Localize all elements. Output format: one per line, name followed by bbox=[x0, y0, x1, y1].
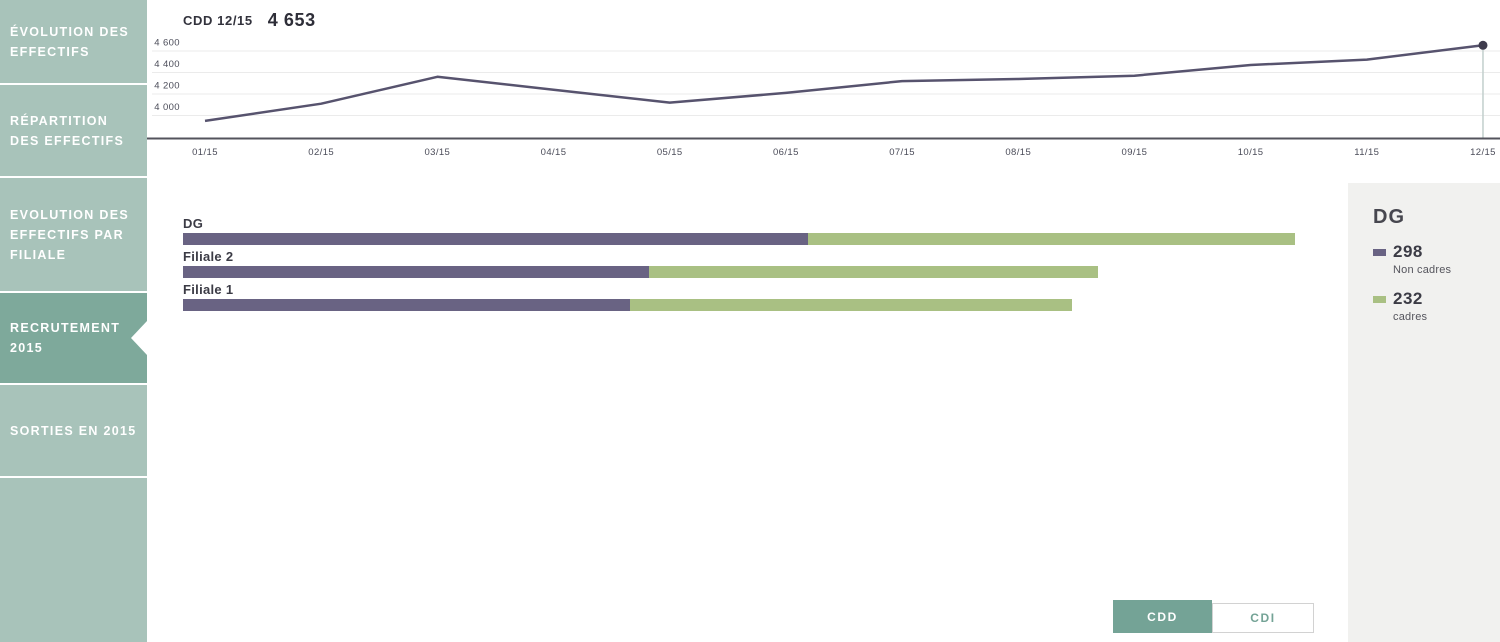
sidebar-item-label: ÉVOLUTION DES EFFECTIFS bbox=[10, 24, 129, 59]
sidebar-item-recrutement-2015[interactable]: RECRUTEMENT 2015 bbox=[0, 293, 147, 383]
x-axis-tick-label: 04/15 bbox=[541, 147, 567, 158]
bar-segment-non-cadres[interactable] bbox=[183, 233, 808, 245]
bar-row-filiale-1: Filiale 1 bbox=[183, 282, 1072, 311]
bar-track bbox=[183, 266, 1098, 278]
line-chart-title-label: CDD 12/15 bbox=[183, 12, 253, 28]
panel-stat-label: cadres bbox=[1393, 311, 1428, 323]
bar-segment-non-cadres[interactable] bbox=[183, 299, 630, 311]
sidebar-item-label: EVOLUTION DES EFFECTIFS PAR FILIALE bbox=[10, 207, 129, 262]
sidebar-filler bbox=[0, 478, 147, 642]
panel-stat-value: 232 bbox=[1393, 289, 1423, 308]
x-axis-tick-label: 02/15 bbox=[308, 147, 334, 158]
sidebar-item-sorties-en-2015[interactable]: SORTIES EN 2015 bbox=[0, 385, 147, 476]
bar-track bbox=[183, 299, 1072, 311]
line-chart: 4 600 4 400 4 200 4 000 01/15 02/15 03/15 04/15… bbox=[147, 38, 1500, 158]
contract-type-toggle: CDD CDI bbox=[1113, 600, 1314, 633]
x-axis-tick-label: 01/15 bbox=[192, 147, 218, 158]
x-axis-tick-label: 10/15 bbox=[1238, 147, 1264, 158]
cdd-series-line bbox=[204, 44, 1484, 123]
sidebar-item-label: RÉPARTITION DES EFFECTIFS bbox=[10, 113, 125, 148]
sidebar-nav: ÉVOLUTION DES EFFECTIFS RÉPARTITION DES E… bbox=[0, 0, 147, 642]
sidebar-item-label: RECRUTEMENT 2015 bbox=[10, 321, 121, 355]
sidebar-item-label: SORTIES EN 2015 bbox=[10, 423, 137, 438]
sidebar-item-repartition-des-effectifs[interactable]: RÉPARTITION DES EFFECTIFS bbox=[0, 85, 147, 176]
detail-panel: DG 298 Non cadres 232 cadres bbox=[1348, 183, 1500, 642]
sidebar-item-evolution-des-effectifs-par-filiale[interactable]: EVOLUTION DES EFFECTIFS PAR FILIALE bbox=[0, 178, 147, 291]
line-endpoint-marker bbox=[1478, 40, 1488, 50]
bar-segment-cadres[interactable] bbox=[630, 299, 1072, 311]
bar-track bbox=[183, 233, 1295, 245]
legend-swatch-icon bbox=[1373, 295, 1386, 303]
y-axis-tick-label: 4 200 bbox=[154, 81, 180, 92]
panel-stat-cadres: 232 cadres bbox=[1373, 289, 1427, 323]
bar-row-label: Filiale 1 bbox=[183, 282, 234, 297]
x-axis-tick-label: 06/15 bbox=[773, 147, 799, 158]
toggle-option-cdd[interactable]: CDD bbox=[1113, 600, 1212, 633]
x-axis-tick-label: 11/15 bbox=[1354, 147, 1379, 158]
legend-swatch-icon bbox=[1373, 248, 1386, 256]
line-chart-title-value: 4 653 bbox=[267, 9, 316, 30]
x-axis-tick-label: 03/15 bbox=[424, 147, 450, 158]
panel-stat-value: 298 bbox=[1393, 242, 1423, 261]
x-axis-tick-label: 07/15 bbox=[889, 147, 915, 158]
x-axis-tick-label: 05/15 bbox=[657, 147, 683, 158]
active-item-notch-icon bbox=[131, 321, 147, 355]
bar-row-label: DG bbox=[183, 216, 204, 231]
detail-panel-title: DG bbox=[1373, 206, 1405, 228]
bar-segment-non-cadres[interactable] bbox=[183, 266, 649, 278]
panel-stat-non-cadres: 298 Non cadres bbox=[1373, 242, 1451, 276]
x-axis-tick-label: 12/15 bbox=[1470, 147, 1496, 158]
y-axis-tick-label: 4 400 bbox=[154, 59, 180, 70]
toggle-option-cdi[interactable]: CDI bbox=[1212, 603, 1314, 633]
x-axis-tick-label: 08/15 bbox=[1005, 147, 1031, 158]
sidebar-item-evolution-des-effectifs[interactable]: ÉVOLUTION DES EFFECTIFS bbox=[0, 0, 147, 83]
bar-segment-cadres[interactable] bbox=[649, 266, 1098, 278]
bar-row-label: Filiale 2 bbox=[183, 249, 234, 264]
y-axis-tick-label: 4 600 bbox=[154, 38, 180, 49]
bar-row-filiale-2: Filiale 2 bbox=[183, 249, 1098, 278]
x-axis-tick-label: 09/15 bbox=[1122, 147, 1148, 158]
y-axis-tick-label: 4 000 bbox=[154, 102, 180, 113]
bar-segment-cadres[interactable] bbox=[808, 233, 1295, 245]
panel-stat-label: Non cadres bbox=[1393, 264, 1452, 276]
bar-row-dg: DG bbox=[183, 216, 1295, 245]
line-chart-title: CDD 12/15 4 653 bbox=[183, 9, 316, 31]
